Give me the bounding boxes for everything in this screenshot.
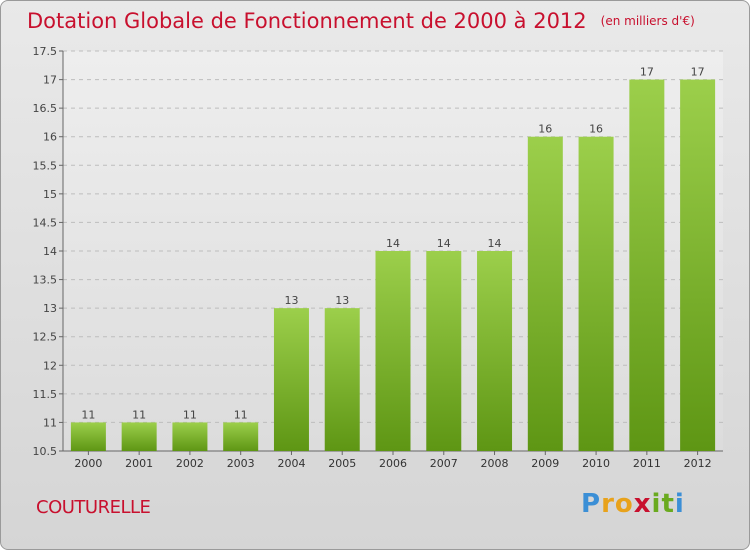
proxiti-logo: Proxiti [581, 489, 685, 519]
bar [121, 422, 157, 451]
x-tick-label: 2010 [582, 457, 610, 470]
x-tick-label: 2000 [74, 457, 102, 470]
data-label: 14 [386, 237, 400, 250]
logo-letter: i [651, 489, 662, 519]
x-tick-label: 2004 [277, 457, 305, 470]
y-tick-label: 13 [43, 302, 57, 315]
bars [70, 79, 716, 452]
y-tick-label: 16 [43, 131, 57, 144]
y-tick-label: 11 [43, 416, 57, 429]
y-tick-label: 11.5 [33, 388, 58, 401]
y-tick-label: 17 [43, 74, 57, 87]
data-label: 17 [640, 66, 654, 79]
bar [223, 422, 259, 451]
bar [70, 422, 106, 451]
bar [680, 79, 716, 452]
chart-title-text: Dotation Globale de Fonctionnement de 20… [27, 9, 587, 33]
data-label: 13 [284, 294, 298, 307]
logo-letter: P [581, 489, 602, 519]
logo-letter: r [601, 489, 615, 519]
bar [172, 422, 208, 451]
bar [527, 136, 563, 451]
y-tick-label: 14 [43, 245, 57, 258]
logo-letter: x [633, 489, 652, 519]
data-label: 17 [691, 66, 705, 79]
data-label: 16 [538, 123, 552, 136]
data-label: 11 [132, 408, 146, 421]
y-tick-label: 10.5 [33, 445, 58, 458]
data-label: 16 [589, 123, 603, 136]
y-tick-label: 15.5 [33, 159, 58, 172]
chart-title: Dotation Globale de Fonctionnement de 20… [27, 9, 695, 33]
logo-letter: t [661, 489, 675, 519]
chart-subtitle: (en milliers d'€) [600, 14, 695, 28]
y-tick-label: 13.5 [33, 274, 58, 287]
x-tick-label: 2001 [125, 457, 153, 470]
y-tick-label: 15 [43, 188, 57, 201]
x-tick-label: 2007 [430, 457, 458, 470]
x-tick-label: 2006 [379, 457, 407, 470]
data-label: 11 [81, 408, 95, 421]
data-label: 11 [183, 408, 197, 421]
y-tick-label: 16.5 [33, 102, 58, 115]
y-tick-label: 12.5 [33, 331, 58, 344]
labels: 10.5 11 11.5 12 12.5 13 13.5 14 14.5 15 15.5 16 16.5… [33, 45, 712, 470]
y-tick-label: 17.5 [33, 45, 58, 58]
bar [375, 251, 411, 451]
bar [477, 251, 513, 451]
y-tick-label: 14.5 [33, 216, 58, 229]
logo-letter: o [614, 489, 634, 519]
commune-name: COUTURELLE [36, 497, 151, 518]
x-tick-label: 2009 [531, 457, 559, 470]
x-tick-label: 2008 [481, 457, 509, 470]
y-tick-label: 12 [43, 359, 57, 372]
x-tick-label: 2011 [633, 457, 661, 470]
logo-letter: i [674, 489, 685, 519]
data-label: 14 [437, 237, 451, 250]
bar [578, 136, 614, 451]
bar [426, 251, 462, 451]
x-tick-label: 2005 [328, 457, 356, 470]
bar [273, 308, 309, 451]
bar [324, 308, 360, 451]
data-label: 11 [234, 408, 248, 421]
x-tick-label: 2003 [227, 457, 255, 470]
x-tick-label: 2002 [176, 457, 204, 470]
x-tick-label: 2012 [684, 457, 712, 470]
data-label: 14 [488, 237, 502, 250]
bar [629, 79, 665, 452]
data-label: 13 [335, 294, 349, 307]
